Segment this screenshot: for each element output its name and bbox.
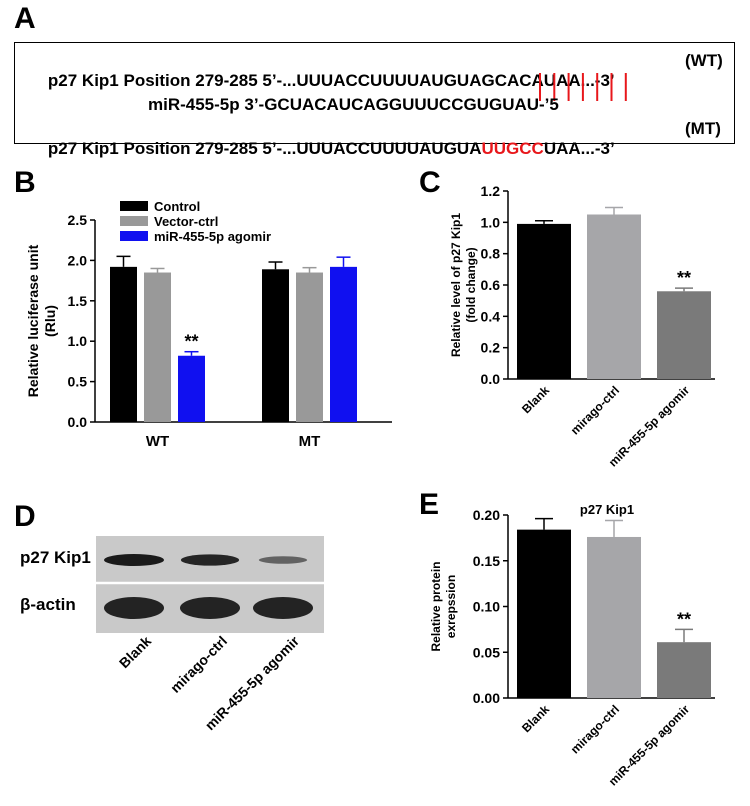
e-y-tick-label: 0.15 — [473, 553, 500, 569]
b-x-tick-label: MT — [299, 433, 321, 450]
c-bar — [657, 291, 711, 379]
b-legend-swatch — [120, 201, 148, 211]
blot-label-actin: β-actin — [20, 595, 76, 614]
e-title: p27 Kip1 — [580, 502, 634, 517]
blot-band-p27 — [180, 554, 240, 566]
blot-band-actin — [180, 597, 240, 619]
b-legend-label: Control — [154, 199, 200, 214]
b-y-tick-label: 1.0 — [68, 333, 88, 349]
e-bar — [587, 536, 641, 698]
wt-label: (WT) — [685, 51, 723, 70]
b-y-tick-label: 2.5 — [68, 212, 88, 228]
c-y-tick-label: 0.4 — [481, 308, 501, 324]
blot-band-actin — [253, 597, 313, 619]
mt-sequence-text: p27 Kip1 Position 279-285 5’-...UUUACCUU… — [47, 139, 482, 158]
c-y-tick-label: 0.2 — [481, 340, 501, 356]
e-bar — [517, 529, 571, 698]
e-bar — [657, 642, 711, 698]
b-bar — [296, 272, 323, 422]
blot-band-p27 — [258, 556, 308, 564]
sequence-box: p27 Kip1 Position 279-285 5’-...UUUACCUU… — [14, 42, 735, 158]
c-y-tick-label: 0.0 — [481, 371, 501, 387]
mt-label: (MT) — [685, 119, 721, 138]
mt-sequence: p27 Kip1 Position 279-285 5’-...UUUACCUU… — [29, 119, 615, 179]
c-y-label: Relative level of p27 Kip1(fold change) — [449, 213, 478, 357]
b-x-tick-label: WT — [146, 433, 169, 450]
blot-lane-label: Blank — [116, 633, 154, 671]
b-bar — [330, 266, 357, 422]
b-y-tick-label: 1.5 — [68, 293, 88, 309]
b-legend-swatch — [120, 216, 148, 226]
c-y-tick-label: 1.2 — [481, 183, 501, 199]
chart-e: 0.00 0.05 0.10 0.15 0.20 Relative proteinexre… — [429, 502, 715, 789]
e-y-tick-label: 0.00 — [473, 690, 500, 706]
c-bar — [517, 223, 571, 379]
b-y-label: Relative luciferase unit(Rlu) — [25, 244, 58, 397]
e-y-label: Relative proteinexrepssion — [429, 561, 458, 651]
e-y-tick-label: 0.05 — [473, 644, 500, 660]
e-significance: ** — [677, 609, 691, 629]
b-bar — [262, 269, 289, 422]
b-legend-label: miR-455-5p agomir — [154, 229, 271, 244]
c-y-tick-label: 1.0 — [481, 214, 501, 230]
c-bar — [587, 214, 641, 379]
b-significance: ** — [184, 332, 198, 352]
b-y-tick-label: 0.5 — [68, 374, 88, 390]
c-y-tick-label: 0.8 — [481, 246, 501, 262]
b-y-tick-label: 0.0 — [68, 414, 88, 430]
chart-b: 0.0 0.5 1.0 1.5 2.0 2.5 Relative luciferase un… — [25, 199, 392, 450]
e-x-tick-label: mirago-ctrl — [568, 702, 622, 756]
panel-letter-d: D — [14, 500, 36, 533]
panel-letter-e: E — [419, 488, 440, 521]
mir-sequence: miR-455-5p 3’-GCUACAUCAGGUUUCCGUGUAU-’5 — [148, 95, 559, 114]
b-bar — [144, 272, 171, 422]
blot-lane-label: mirago-ctrl — [167, 633, 230, 696]
wt-sequence: p27 Kip1 Position 279-285 5’-...UUUACCUU… — [29, 51, 615, 111]
mt-sequence-tail: UAA...-3’ — [543, 139, 615, 158]
b-legend-label: Vector-ctrl — [154, 214, 218, 229]
blot-band-actin — [104, 597, 164, 619]
c-x-tick-label: Blank — [519, 383, 552, 416]
c-x-tick-label: mirago-ctrl — [568, 383, 622, 437]
c-significance: ** — [677, 268, 691, 288]
e-y-tick-label: 0.20 — [473, 507, 500, 523]
e-y-tick-label: 0.10 — [473, 599, 500, 615]
wt-sequence-text: p27 Kip1 Position 279-285 5’-...UUUACCUU… — [47, 71, 615, 90]
panel-letter-c: C — [419, 166, 441, 199]
blot-band-p27 — [104, 554, 164, 566]
c-y-tick-label: 0.6 — [481, 277, 501, 293]
blot-image — [96, 536, 324, 633]
e-x-tick-label: Blank — [519, 702, 552, 735]
blot-label-p27: p27 Kip1 — [20, 548, 91, 567]
b-bar — [178, 355, 205, 422]
mt-mutation: UUGCC — [481, 139, 544, 158]
b-legend-swatch — [120, 231, 148, 241]
panel-letter-b: B — [14, 166, 36, 199]
b-bar — [110, 266, 137, 422]
panel-letter-a: A — [14, 2, 36, 35]
b-y-tick-label: 2.0 — [68, 252, 88, 268]
